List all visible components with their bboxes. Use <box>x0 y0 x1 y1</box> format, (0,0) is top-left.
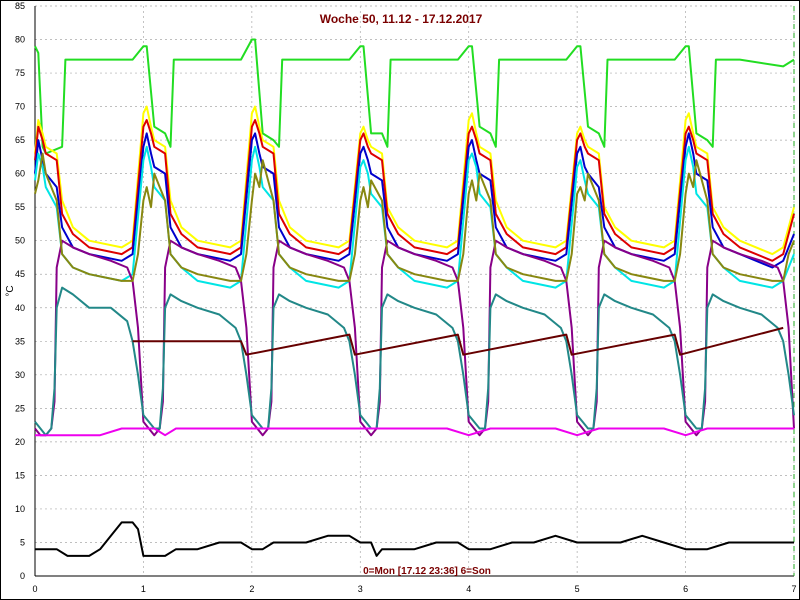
y-tick-label: 30 <box>15 370 25 380</box>
x-tick-label: 1 <box>141 584 146 594</box>
y-tick-label: 0 <box>20 571 25 581</box>
y-tick-label: 10 <box>15 504 25 514</box>
y-tick-label: 20 <box>15 437 25 447</box>
y-tick-label: 45 <box>15 269 25 279</box>
x-tick-label: 0 <box>32 584 37 594</box>
x-axis-label: 0=Mon [17.12 23:36] 6=Son <box>363 566 491 577</box>
x-tick-label: 6 <box>683 584 688 594</box>
y-tick-label: 35 <box>15 336 25 346</box>
grid <box>34 5 795 577</box>
x-tick-label: 3 <box>358 584 363 594</box>
y-tick-label: 40 <box>15 303 25 313</box>
series-line-8 <box>35 427 794 437</box>
y-tick-label: 50 <box>15 236 25 246</box>
series-line-6 <box>34 152 795 282</box>
series-line-3 <box>34 132 795 269</box>
series-line-2 <box>34 119 795 262</box>
series-line-5 <box>34 239 795 437</box>
y-tick-label: 85 <box>15 1 25 11</box>
y-tick-label: 5 <box>20 537 25 547</box>
y-tick-label: 15 <box>15 470 25 480</box>
series-line-0 <box>34 38 795 155</box>
series-line-4 <box>34 145 795 289</box>
series-layer <box>34 38 795 557</box>
x-tick-label: 5 <box>575 584 580 594</box>
y-tick-label: 25 <box>15 403 25 413</box>
x-tick-label: 4 <box>466 584 471 594</box>
x-tick-label: 2 <box>249 584 254 594</box>
y-tick-label: 70 <box>15 102 25 112</box>
y-tick-label: 65 <box>15 135 25 145</box>
chart-title: Woche 50, 11.12 - 17.12.2017 <box>320 12 483 26</box>
y-tick-label: 80 <box>15 35 25 45</box>
y-tick-label: 60 <box>15 169 25 179</box>
x-tick-label: 7 <box>791 584 796 594</box>
y-tick-label: 55 <box>15 202 25 212</box>
series-line-7 <box>34 286 795 437</box>
series-line-10 <box>35 521 794 557</box>
y-axis-label: °C <box>5 285 16 296</box>
series-line-9 <box>132 326 784 356</box>
y-tick-label: 75 <box>15 68 25 78</box>
